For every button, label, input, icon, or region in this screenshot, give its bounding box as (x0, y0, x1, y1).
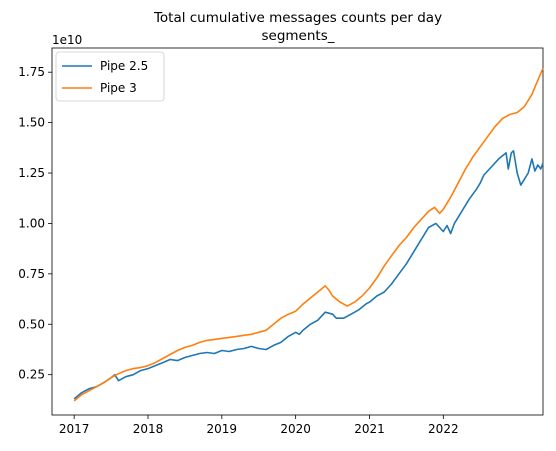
x-axis: 2017 2018 2019 2020 2021 2022 (59, 415, 459, 436)
x-tick-label: 2022 (428, 422, 459, 436)
y-axis: 0.25 0.50 0.75 1.00 1.25 1.50 1.75 (18, 65, 52, 382)
legend: Pipe 2.5 Pipe 3 (55, 51, 165, 102)
y-tick-label: 1.50 (18, 116, 45, 130)
y-tick-label: 1.25 (18, 166, 45, 180)
series-line-pipe-2-5 (73, 150, 544, 400)
series-line-pipe-3 (73, 67, 544, 402)
x-tick-label: 2019 (207, 422, 238, 436)
y-tick-label: 0.50 (18, 317, 45, 331)
x-tick-label: 2017 (59, 422, 90, 436)
x-tick-label: 2021 (354, 422, 385, 436)
y-tick-label: 1.00 (18, 216, 45, 230)
y-tick-label: 0.25 (18, 368, 45, 382)
y-axis-offset-label: 1e10 (52, 33, 82, 47)
plot-area-frame (51, 47, 544, 416)
x-tick-label: 2020 (280, 422, 311, 436)
chart-title-line-1: Total cumulative messages counts per day (153, 10, 442, 26)
y-tick-label: 0.75 (18, 267, 45, 281)
series-layer (73, 67, 544, 402)
legend-label-pipe-3: Pipe 3 (100, 81, 137, 95)
chart-title-line-2: segments_ (262, 28, 335, 44)
x-tick-label: 2018 (133, 422, 164, 436)
y-tick-label: 1.75 (18, 65, 45, 79)
chart-title: Total cumulative messages counts per day… (153, 10, 442, 44)
legend-label-pipe-2-5: Pipe 2.5 (100, 59, 148, 73)
